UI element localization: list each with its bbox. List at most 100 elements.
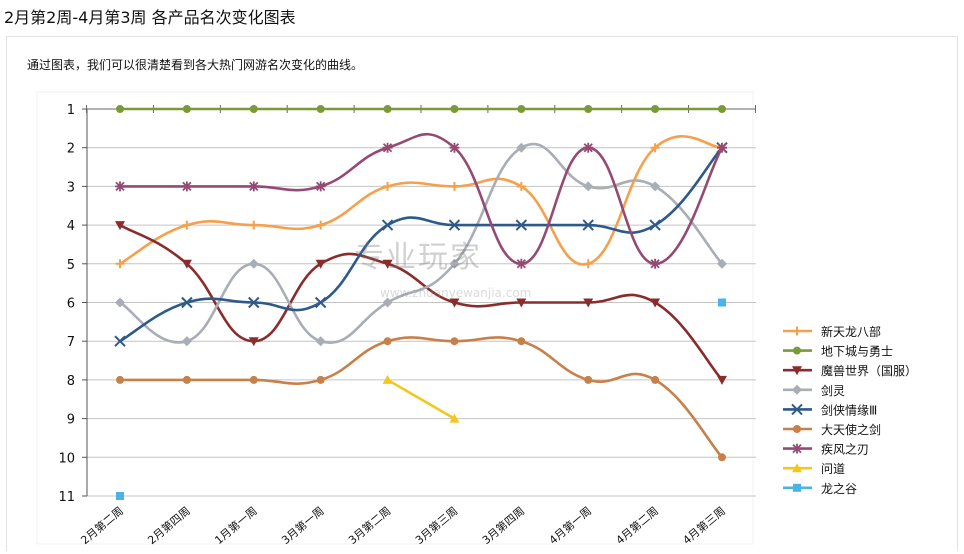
legend-label: 龙之谷 xyxy=(821,482,857,496)
data-point xyxy=(718,298,726,307)
data-point xyxy=(382,259,393,269)
data-point xyxy=(382,297,393,308)
series-line xyxy=(386,378,456,420)
data-point xyxy=(651,105,660,113)
data-point xyxy=(718,105,726,113)
data-point xyxy=(450,337,459,346)
series-line xyxy=(120,132,724,266)
legend-label: 魔兽世界（国服） xyxy=(821,363,917,378)
legend-label: 大天使之剑 xyxy=(821,422,881,437)
data-point xyxy=(449,258,460,269)
data-point xyxy=(449,181,459,191)
plot-area xyxy=(36,91,754,545)
legend-marker xyxy=(792,366,802,376)
data-point xyxy=(315,259,326,269)
data-point xyxy=(115,181,125,192)
data-point xyxy=(516,142,527,153)
y-tick-label: 5 xyxy=(67,258,75,273)
y-tick-label: 6 xyxy=(67,297,75,312)
data-point xyxy=(583,142,594,153)
data-point xyxy=(248,337,259,347)
data-point xyxy=(650,298,661,308)
series-4 xyxy=(115,142,727,347)
data-point xyxy=(650,181,661,192)
data-point xyxy=(516,298,527,308)
legend-label: 剑灵 xyxy=(821,383,845,398)
data-point xyxy=(116,105,124,113)
data-point xyxy=(248,258,259,269)
legend-marker xyxy=(792,463,802,473)
legend-label: 剑侠情缘Ⅲ xyxy=(821,402,877,417)
data-point xyxy=(181,259,192,269)
series-8 xyxy=(382,374,460,423)
intro-text: 通过图表，我们可以很清楚看到各大热门网游名次变化的曲线。 xyxy=(27,58,364,72)
data-point xyxy=(382,142,393,153)
series-2 xyxy=(116,105,726,113)
data-point xyxy=(584,375,593,384)
data-point xyxy=(181,296,193,309)
legend-marker xyxy=(793,483,801,492)
data-point xyxy=(582,219,594,231)
data-point xyxy=(115,259,125,269)
series-9 xyxy=(116,298,726,500)
data-point xyxy=(316,220,326,230)
legend-marker xyxy=(791,403,803,416)
data-point xyxy=(181,336,192,347)
data-point xyxy=(314,296,327,309)
data-point xyxy=(583,259,593,269)
data-point xyxy=(517,105,526,113)
y-tick-label: 3 xyxy=(67,180,75,195)
legend-marker xyxy=(793,346,801,355)
series-line xyxy=(119,135,723,266)
legend-marker xyxy=(792,443,802,454)
y-tick-label: 9 xyxy=(67,413,75,428)
legend-marker xyxy=(792,384,802,395)
legend-label: 地下城与勇士 xyxy=(821,345,893,359)
legend-label: 疾风之刃 xyxy=(821,442,869,457)
data-point xyxy=(717,375,727,385)
data-point xyxy=(450,105,459,113)
data-point xyxy=(517,337,526,346)
series-line xyxy=(119,146,723,343)
y-tick-label: 11 xyxy=(58,490,75,505)
legend-marker xyxy=(792,326,802,336)
data-point xyxy=(516,258,527,269)
data-point xyxy=(515,219,528,231)
data-point xyxy=(449,298,460,308)
data-point xyxy=(181,181,192,192)
legend-label: 问道 xyxy=(821,462,845,476)
data-point xyxy=(182,220,192,230)
legend-label: 新天龙八部 xyxy=(821,324,881,339)
data-point xyxy=(584,105,593,113)
data-point xyxy=(650,258,661,269)
data-point xyxy=(315,181,326,192)
data-point xyxy=(182,105,191,113)
data-point xyxy=(249,105,258,113)
data-point xyxy=(717,258,727,269)
data-point xyxy=(449,413,460,423)
data-point xyxy=(651,375,660,384)
data-point xyxy=(650,143,660,153)
y-tick-label: 10 xyxy=(58,451,75,466)
series-line xyxy=(119,336,723,459)
series-7 xyxy=(115,132,727,269)
data-point xyxy=(316,375,325,384)
series-3 xyxy=(115,221,727,385)
data-point xyxy=(583,181,594,192)
data-point xyxy=(717,142,727,153)
series-line xyxy=(119,142,723,344)
data-point xyxy=(182,375,191,384)
data-point xyxy=(383,105,392,113)
data-point xyxy=(649,219,661,231)
data-point xyxy=(383,181,393,191)
data-point xyxy=(116,492,124,500)
y-tick-label: 1 xyxy=(67,103,75,118)
watermark-logo: 专业玩家 xyxy=(354,240,482,275)
watermark-url: www.zhuanyewanjia.com xyxy=(380,286,532,300)
data-point xyxy=(249,375,258,384)
data-point xyxy=(114,335,126,347)
data-point xyxy=(115,297,125,308)
data-point xyxy=(516,181,526,191)
y-tick-label: 7 xyxy=(67,335,75,350)
